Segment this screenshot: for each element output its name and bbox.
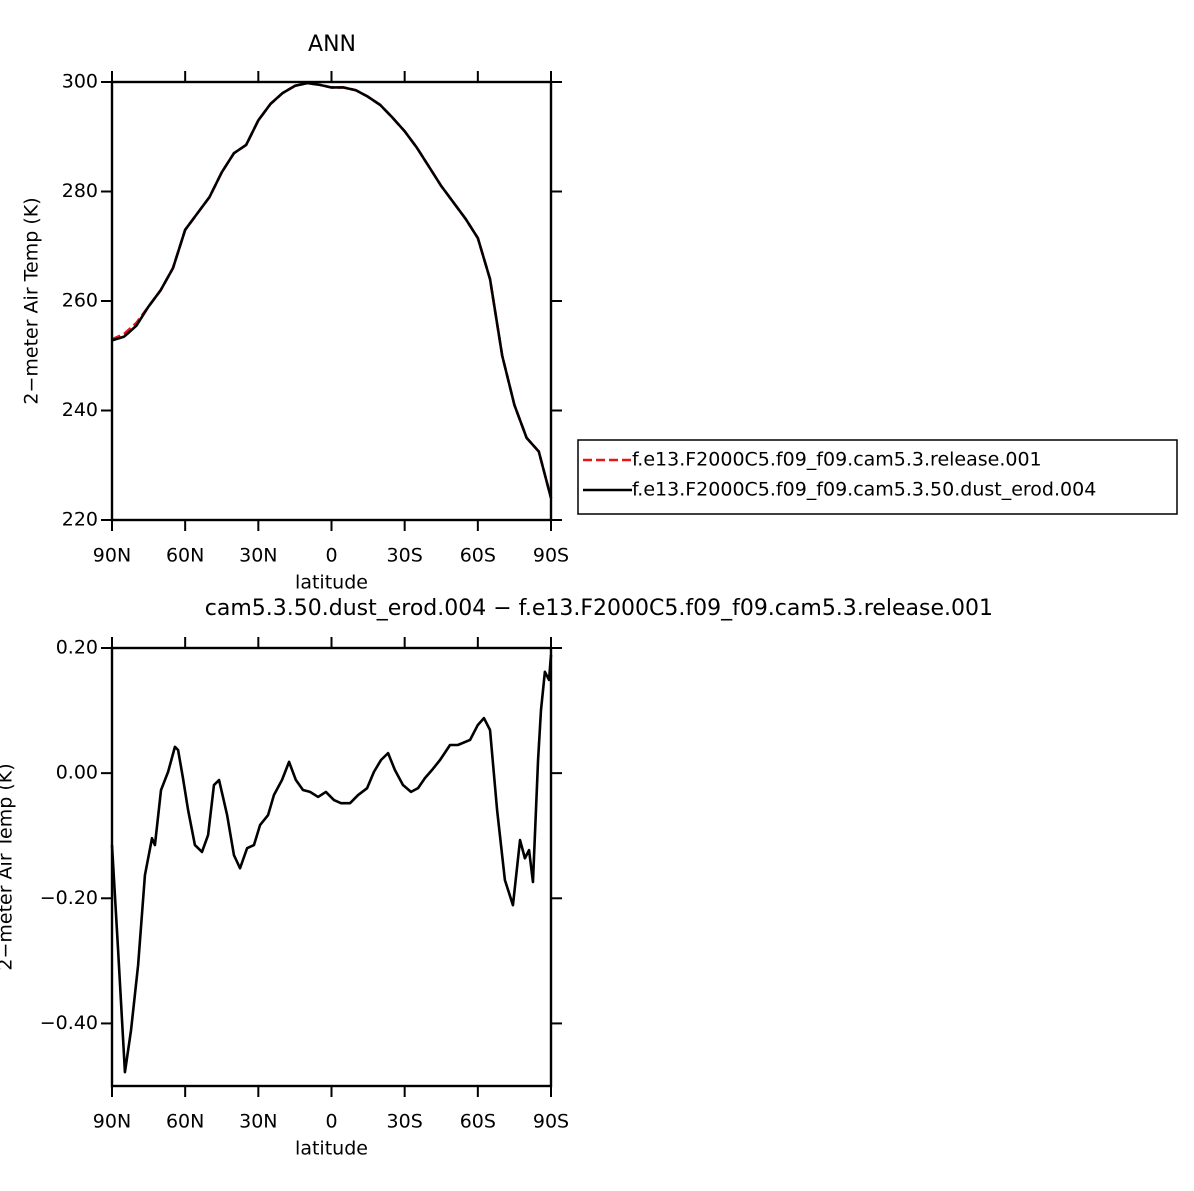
- y-tick-label: 220: [62, 509, 98, 531]
- x-tick-label: 90N: [93, 1111, 131, 1133]
- chart-title: ANN: [308, 32, 356, 57]
- legend-box: [577, 439, 1178, 515]
- x-tick-label: 30N: [239, 1111, 277, 1133]
- chart-title: cam5.3.50.dust_erod.004 − f.e13.F2000C5.…: [205, 596, 993, 621]
- y-tick-label: −0.40: [40, 1012, 98, 1034]
- y-tick-label: 0.20: [56, 637, 98, 659]
- y-tick-label: 280: [62, 180, 98, 202]
- x-tick-label: 60N: [166, 545, 204, 567]
- x-tick-label: 0: [325, 1111, 337, 1133]
- x-tick-label: 0: [325, 545, 337, 567]
- x-axis-label: latitude: [295, 1138, 368, 1160]
- x-tick-label: 60N: [166, 1111, 204, 1133]
- x-tick-label: 30S: [387, 1111, 423, 1133]
- legend-label: f.e13.F2000C5.f09_f09.cam5.3.50.dust_ero…: [632, 479, 1096, 501]
- x-tick-label: 60S: [460, 1111, 496, 1133]
- y-axis-label: 2−meter Air Temp (K): [0, 763, 17, 970]
- legend-label: f.e13.F2000C5.f09_f09.cam5.3.release.001: [632, 449, 1042, 471]
- x-tick-label: 30S: [387, 545, 423, 567]
- x-tick-label: 90S: [533, 1111, 569, 1133]
- line-series: [110, 654, 553, 1074]
- line-series: [111, 81, 553, 499]
- plot-frame: [110, 646, 553, 1088]
- line-series: [111, 81, 553, 499]
- y-tick-label: −0.20: [40, 887, 98, 909]
- plot-frame: [110, 80, 553, 522]
- y-tick-label: 0.00: [56, 762, 98, 784]
- x-tick-label: 30N: [239, 545, 277, 567]
- x-tick-label: 90S: [533, 545, 569, 567]
- y-tick-label: 260: [62, 290, 98, 312]
- y-tick-label: 240: [62, 399, 98, 421]
- y-axis-label: 2−meter Air Temp (K): [21, 197, 43, 404]
- x-tick-label: 90N: [93, 545, 131, 567]
- x-axis-label: latitude: [295, 572, 368, 594]
- y-tick-label: 300: [62, 71, 98, 93]
- x-tick-label: 60S: [460, 545, 496, 567]
